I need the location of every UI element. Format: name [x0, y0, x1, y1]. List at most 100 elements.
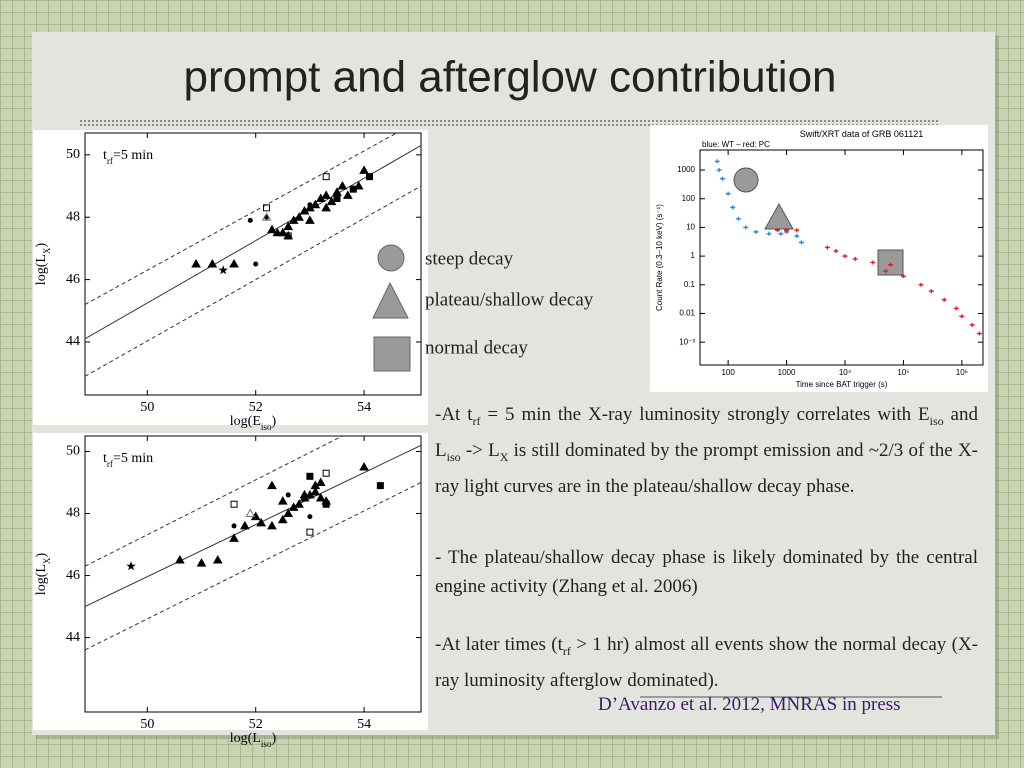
point [322, 469, 330, 477]
text-run: ) [272, 731, 277, 746]
plot-frame [84, 435, 422, 713]
x-tick-label: 10⁴ [839, 368, 852, 377]
subscript: rf [562, 643, 571, 658]
point [267, 480, 277, 490]
plot-image [33, 433, 428, 730]
point [306, 528, 314, 536]
text-run: ) [34, 552, 49, 557]
subscript: X [42, 557, 52, 564]
point [231, 523, 237, 529]
point [307, 514, 313, 520]
point [794, 234, 800, 239]
text-run: log(L [34, 564, 49, 595]
point [267, 224, 277, 234]
legend-label: steep decay [425, 248, 514, 269]
x-tick-label: 50 [140, 400, 154, 415]
subscript: rf [107, 156, 114, 166]
y-tick-label: 44 [66, 334, 80, 349]
y-tick-label: 48 [66, 506, 80, 521]
x-tick-label: 50 [140, 717, 154, 732]
legend-label: plateau/shallow decay [425, 289, 594, 310]
plot-frame [84, 132, 422, 396]
point [842, 254, 848, 259]
y-tick-label: 1000 [677, 165, 695, 174]
plot-area [714, 159, 982, 336]
subscript: iso [929, 413, 944, 428]
point [900, 274, 906, 279]
point [230, 500, 238, 508]
annotation: trf=5 min [103, 451, 153, 469]
text-run: =5 min [113, 148, 153, 163]
y-axis-label: log(LX) [34, 552, 52, 595]
point [253, 261, 259, 267]
x-tick-label: 54 [357, 717, 371, 732]
point [267, 520, 277, 530]
point [207, 258, 218, 268]
point [333, 195, 341, 202]
point [285, 492, 291, 498]
text-run: -At later times (t [435, 634, 563, 655]
point [794, 228, 800, 233]
legend-circle [377, 244, 405, 272]
point [277, 496, 288, 505]
point [321, 190, 332, 199]
y-axis-label: log(LX) [34, 242, 52, 285]
point [212, 555, 223, 564]
point [852, 256, 858, 261]
y-tick-label: 50 [66, 147, 80, 162]
x-tick-label: 10⁵ [897, 368, 909, 377]
text-run: ) [34, 242, 49, 247]
point [743, 225, 749, 230]
chart-title: Swift/XRT data of GRB 061121 [800, 129, 924, 139]
x-axis-label: Time since BAT trigger (s) [796, 380, 888, 389]
point [174, 555, 185, 564]
icon-triangle [764, 202, 794, 230]
paragraph: - The plateau/shallow decay phase is lik… [435, 543, 978, 601]
point [315, 477, 326, 487]
text-run: = 5 min the X-ray luminosity strongly co… [480, 404, 930, 425]
point [199, 560, 205, 566]
x-tick-label: 100 [721, 368, 735, 377]
point [229, 258, 239, 268]
x-tick-label: 1000 [778, 368, 796, 377]
point [798, 240, 804, 245]
fit-line [85, 436, 343, 567]
point [918, 282, 924, 287]
fit-line [85, 133, 397, 305]
text-run: - The plateau/shallow decay phase is lik… [435, 547, 978, 597]
point [714, 159, 720, 164]
text-run: ) [272, 414, 277, 429]
point [322, 500, 330, 508]
x-tick-label: 10⁶ [956, 368, 968, 377]
plot-image [650, 125, 988, 392]
icon-circle [733, 167, 759, 193]
point [766, 231, 772, 236]
point [256, 517, 266, 527]
point [191, 258, 201, 268]
point [229, 533, 239, 542]
text-run: -> L [460, 439, 500, 461]
point [263, 204, 271, 212]
point [716, 168, 722, 173]
fit-line [85, 185, 421, 377]
x-axis-label: log(Eiso) [230, 414, 277, 432]
y-tick-label: 44 [66, 630, 80, 645]
point [953, 306, 959, 311]
point [359, 462, 369, 471]
text-run: log(E [230, 414, 261, 429]
subscript: iso [446, 449, 461, 464]
legend-triangle [372, 281, 409, 319]
point [245, 508, 256, 518]
text-run: log(L [230, 731, 261, 746]
y-tick-label: 0.01 [679, 309, 695, 318]
annotation: trf=5 min [103, 148, 153, 166]
paragraph: -At trf = 5 min the X-ray luminosity str… [435, 400, 978, 501]
point [294, 212, 304, 221]
point [725, 191, 731, 196]
paragraph: -At later times (trf > 1 hr) almost all … [435, 630, 978, 695]
y-tick-label: 1 [691, 251, 696, 260]
y-tick-label: 10⁻³ [679, 337, 695, 346]
slide-title: prompt and afterglow contribution [183, 53, 836, 102]
subscript: iso [261, 739, 272, 749]
